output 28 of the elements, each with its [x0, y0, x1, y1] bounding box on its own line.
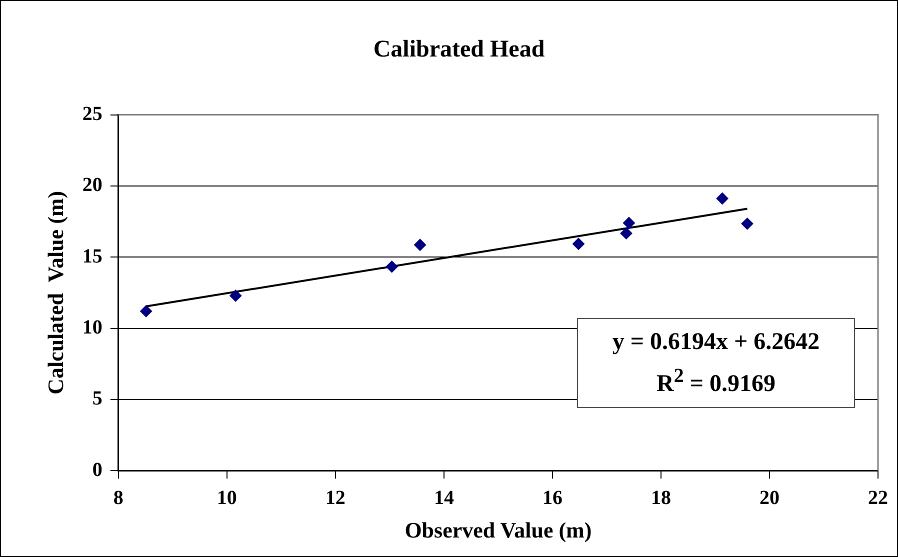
- point: [716, 192, 728, 204]
- point: [230, 290, 242, 302]
- y-tick-label: 0: [92, 458, 102, 481]
- x-tick-label: 12: [325, 486, 346, 509]
- y-axis-title: Calculated Value (m): [42, 190, 68, 394]
- point: [741, 218, 754, 230]
- x-tick-label: 8: [113, 486, 124, 509]
- point: [140, 305, 152, 318]
- annotation: R$^{2}$ = 0.9169: [655, 364, 777, 399]
- chart-title: Calibrated Head: [373, 36, 546, 63]
- x-tick-label: 22: [868, 486, 888, 509]
- y-tick-label: 5: [92, 388, 102, 410]
- y-tick-label: 25: [82, 102, 102, 125]
- x-tick-label: 10: [216, 486, 237, 509]
- x-tick-label: 16: [542, 486, 562, 509]
- y-tick-label: 20: [82, 174, 102, 196]
- x-tick-label: 20: [759, 486, 780, 509]
- x-tick-label: 18: [650, 486, 671, 509]
- x-tick-label: 14: [434, 486, 454, 509]
- annotation: y = 0.6194x + 6.2642: [611, 328, 821, 357]
- x-axis-title: Observed Value (m): [404, 517, 592, 542]
- point: [622, 216, 635, 229]
- y-tick-label: 15: [82, 245, 102, 268]
- y-tick-label: 10: [82, 316, 102, 338]
- point: [572, 238, 584, 250]
- point: [414, 238, 426, 251]
- point: [620, 227, 632, 240]
- point: [386, 260, 398, 273]
